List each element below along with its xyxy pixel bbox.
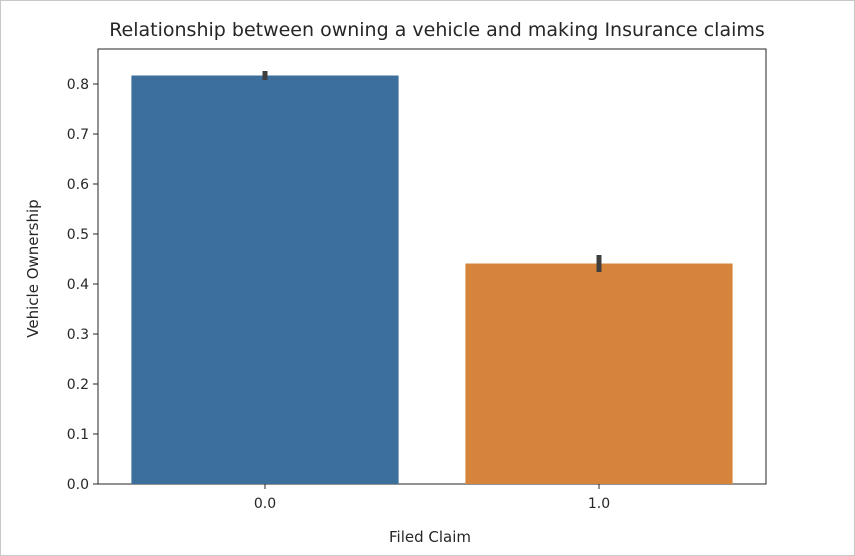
y-tick-label: 0.8	[67, 77, 89, 93]
y-tick-label: 0.5	[67, 227, 89, 243]
x-axis: 0.0 1.0	[254, 484, 610, 512]
y-tick-label: 0.3	[67, 327, 89, 343]
y-tick-label: 0.0	[67, 477, 89, 493]
y-tick-label: 0.4	[67, 277, 89, 293]
bar-series	[131, 75, 733, 484]
error-bars	[262, 71, 602, 272]
y-axis-label: Vehicle Ownership	[24, 199, 42, 337]
y-tick-label: 0.2	[67, 377, 89, 393]
y-tick-label: 0.6	[67, 177, 89, 193]
y-tick-label: 0.7	[67, 127, 89, 143]
y-tick-label: 0.1	[67, 427, 89, 443]
plot-area	[97, 48, 767, 485]
x-tick-label: 0.0	[254, 496, 276, 512]
chart-title: Relationship between owning a vehicle an…	[109, 19, 765, 41]
y-axis: 0.0 0.1 0.2 0.3 0.4 0.5 0.6 0.7 0.8	[67, 77, 98, 493]
x-tick-label: 1.0	[588, 496, 610, 512]
bar-0.0	[131, 75, 399, 484]
bar-1.0	[465, 263, 733, 484]
x-axis-label: Filed Claim	[389, 528, 471, 546]
